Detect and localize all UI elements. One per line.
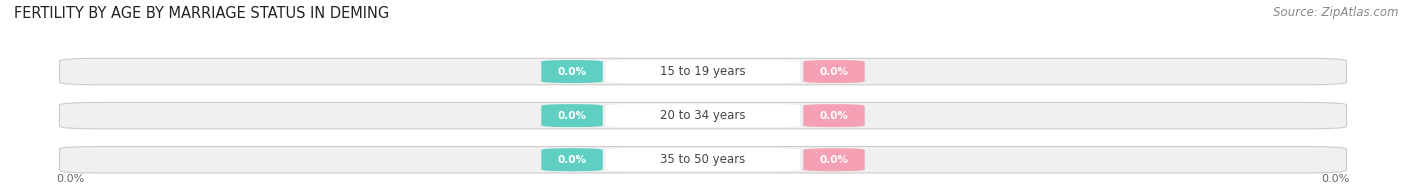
FancyBboxPatch shape (59, 147, 1347, 173)
FancyBboxPatch shape (59, 102, 1347, 129)
FancyBboxPatch shape (541, 104, 603, 127)
FancyBboxPatch shape (803, 60, 865, 83)
FancyBboxPatch shape (803, 148, 865, 171)
FancyBboxPatch shape (541, 148, 603, 171)
FancyBboxPatch shape (606, 60, 800, 83)
Text: 0.0%: 0.0% (820, 155, 848, 165)
FancyBboxPatch shape (59, 58, 1347, 85)
Text: 0.0%: 0.0% (820, 66, 848, 77)
Text: 0.0%: 0.0% (820, 111, 848, 121)
FancyBboxPatch shape (606, 104, 800, 127)
FancyBboxPatch shape (606, 148, 800, 171)
FancyBboxPatch shape (541, 60, 603, 83)
FancyBboxPatch shape (803, 104, 865, 127)
Text: 0.0%: 0.0% (558, 155, 586, 165)
Text: 35 to 50 years: 35 to 50 years (661, 153, 745, 166)
Text: Source: ZipAtlas.com: Source: ZipAtlas.com (1274, 6, 1399, 19)
Text: 0.0%: 0.0% (1322, 174, 1350, 184)
Text: 0.0%: 0.0% (56, 174, 84, 184)
Text: 15 to 19 years: 15 to 19 years (661, 65, 745, 78)
Text: FERTILITY BY AGE BY MARRIAGE STATUS IN DEMING: FERTILITY BY AGE BY MARRIAGE STATUS IN D… (14, 6, 389, 21)
Text: 0.0%: 0.0% (558, 66, 586, 77)
Text: 20 to 34 years: 20 to 34 years (661, 109, 745, 122)
Text: 0.0%: 0.0% (558, 111, 586, 121)
